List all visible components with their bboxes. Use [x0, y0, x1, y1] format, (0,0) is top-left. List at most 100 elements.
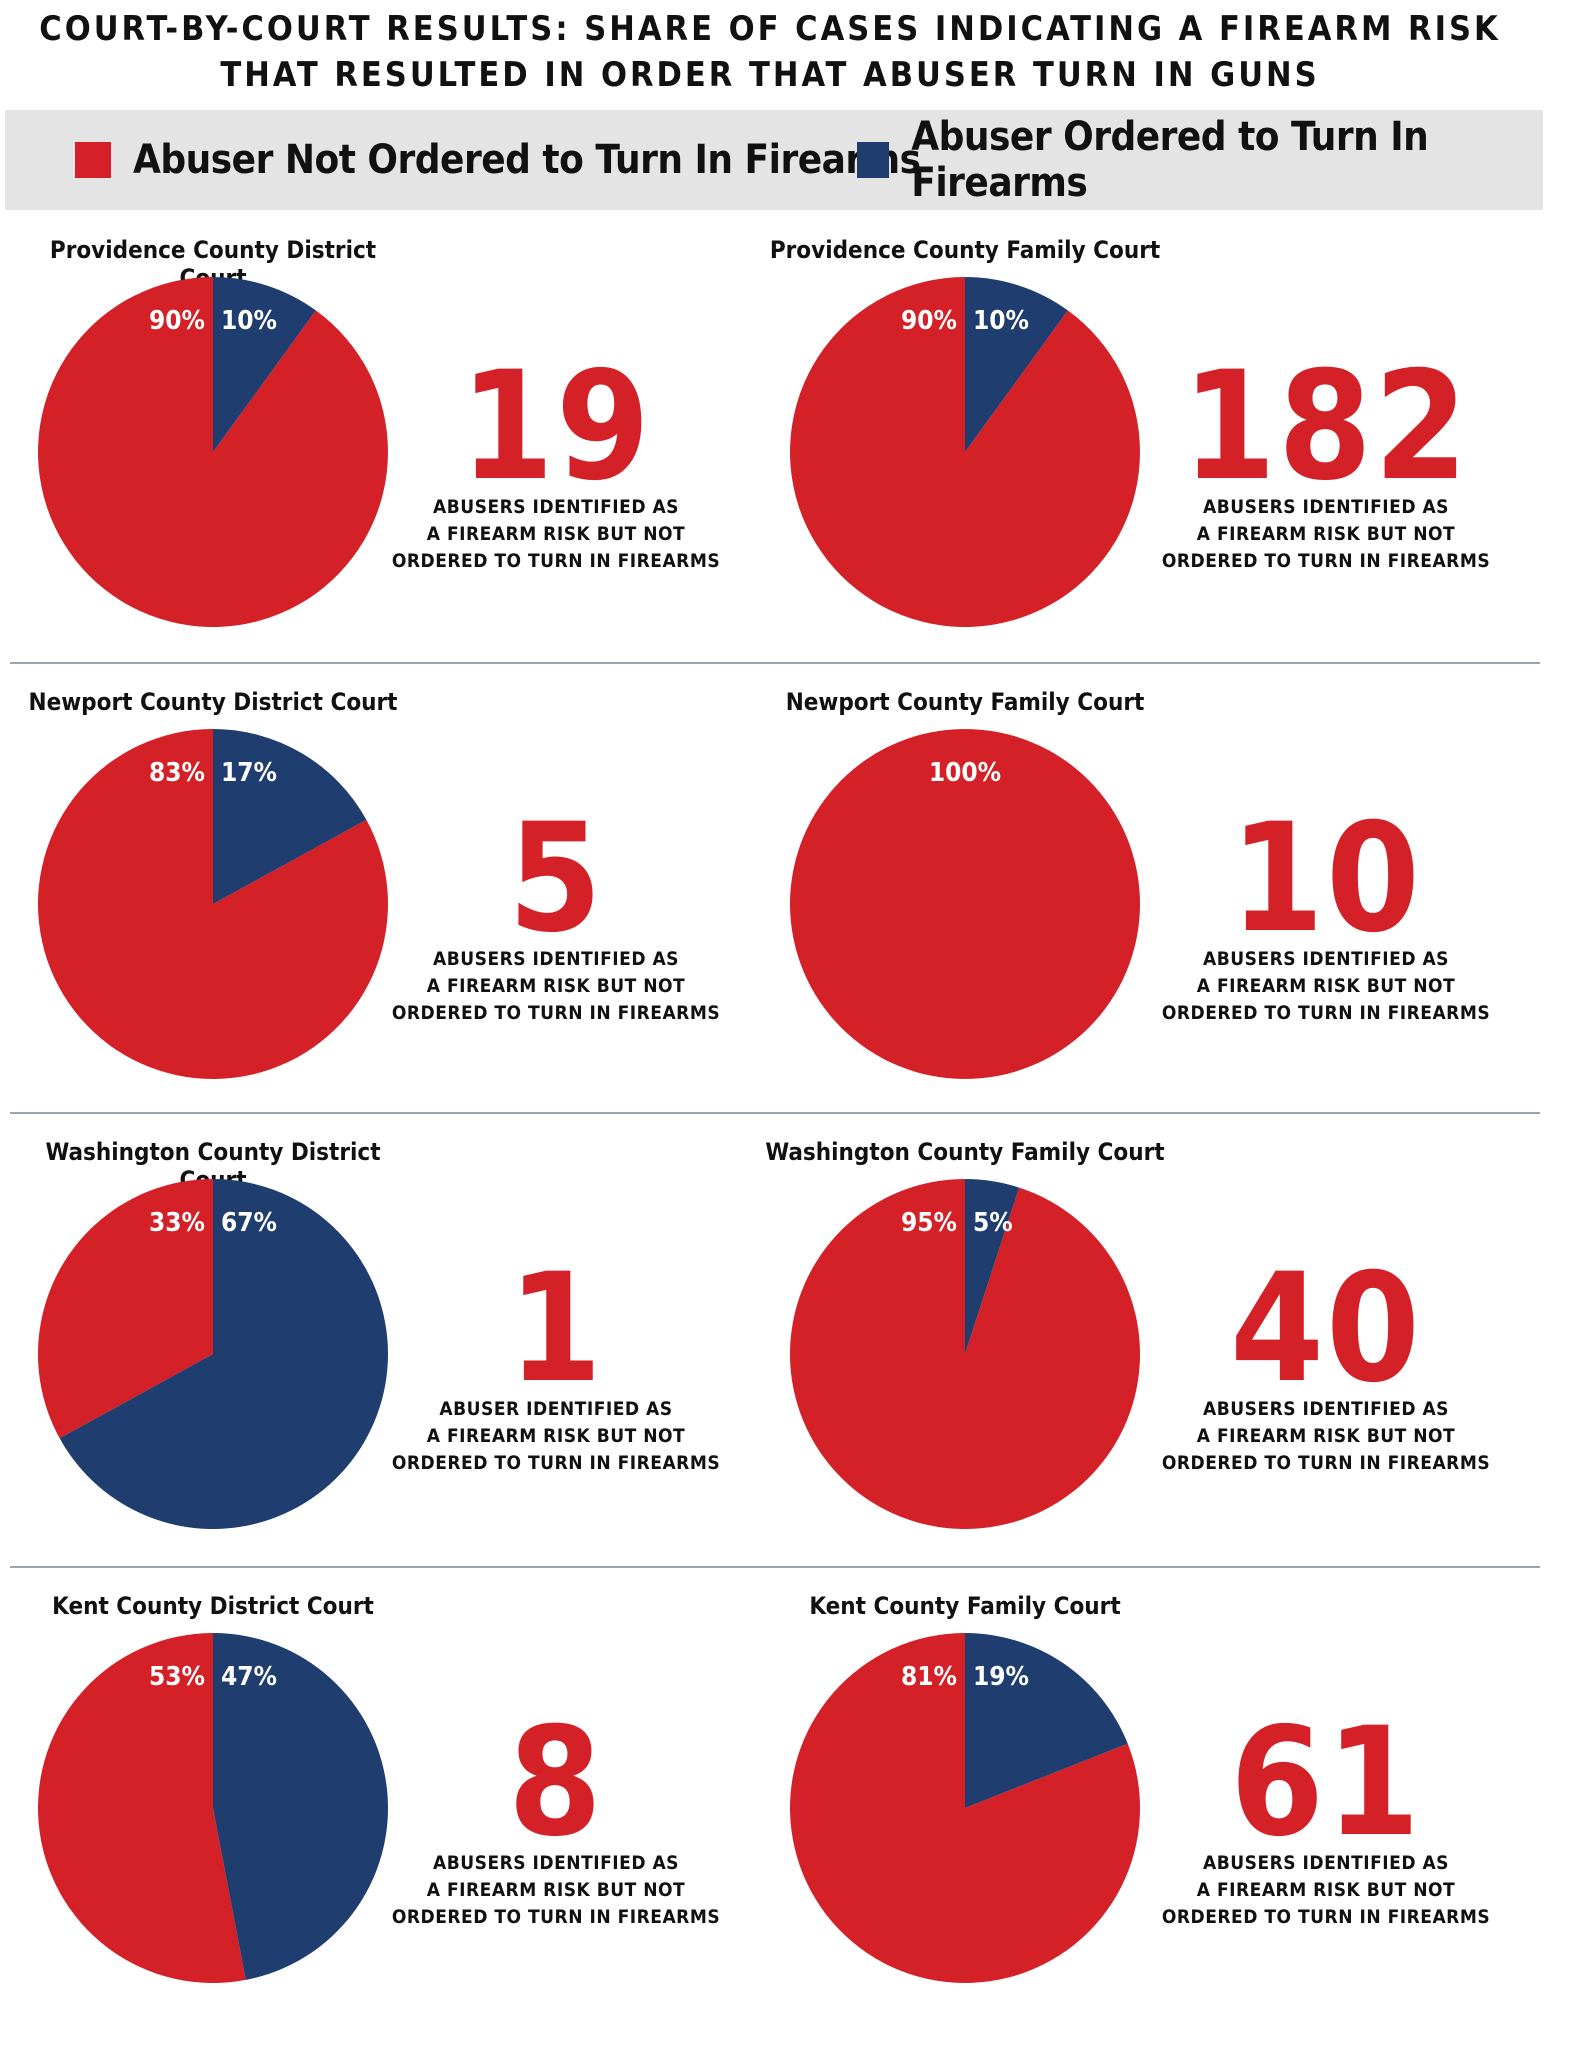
- pie-chart: 90% 10%: [38, 277, 389, 627]
- firearm-risk-count: 8: [508, 1696, 604, 1870]
- count-caption: ABUSERS IDENTIFIED AS A FIREARM RISK BUT …: [1156, 1850, 1496, 1931]
- count-caption-line: A FIREARM RISK BUT NOT: [1196, 1879, 1456, 1901]
- count-caption-line: ORDERED TO TURN IN FIREARMS: [391, 1452, 721, 1474]
- pie-label-not-ordered: 100%: [929, 758, 1001, 788]
- count-caption: ABUSERS IDENTIFIED AS A FIREARM RISK BUT …: [386, 946, 726, 1027]
- count-caption-line: A FIREARM RISK BUT NOT: [426, 975, 686, 997]
- count-caption-line: ABUSERS IDENTIFIED AS: [1203, 1852, 1449, 1874]
- count-caption-line: ORDERED TO TURN IN FIREARMS: [1161, 550, 1491, 572]
- count-caption-line: ABUSERS IDENTIFIED AS: [1203, 496, 1449, 518]
- firearm-risk-count: 40: [1230, 1242, 1422, 1416]
- pie-chart: 95% 5%: [790, 1179, 1140, 1529]
- count-caption-line: ABUSERS IDENTIFIED AS: [433, 496, 679, 518]
- pie-slice-ordered: [59, 1179, 389, 1529]
- firearm-risk-count: 19: [460, 340, 652, 514]
- pie-chart: 33% 67%: [38, 1179, 389, 1529]
- count-caption: ABUSERS IDENTIFIED AS A FIREARM RISK BUT …: [1156, 946, 1496, 1027]
- legend-item-ordered: Abuser Ordered to Turn In Firearms: [857, 110, 1543, 210]
- count-caption: ABUSERS IDENTIFIED AS A FIREARM RISK BUT …: [386, 1850, 726, 1931]
- court-panel-washington-county-district-court: Washington County District Court33%67%1A…: [0, 1114, 770, 1564]
- row-divider: [10, 662, 1540, 664]
- pie-label-not-ordered: 90%: [901, 306, 957, 336]
- count-caption: ABUSER IDENTIFIED AS A FIREARM RISK BUT N…: [386, 1396, 726, 1477]
- count-caption-line: ABUSERS IDENTIFIED AS: [1203, 1398, 1449, 1420]
- pie-chart: 53% 47%: [38, 1633, 389, 1983]
- legend-label-ordered: Abuser Ordered to Turn In Firearms: [911, 114, 1429, 206]
- count-caption-line: ABUSERS IDENTIFIED AS: [1203, 948, 1449, 970]
- count-caption-line: A FIREARM RISK BUT NOT: [426, 523, 686, 545]
- legend-item-not-ordered: Abuser Not Ordered to Turn In Firearms: [75, 110, 921, 210]
- firearm-risk-count: 10: [1230, 792, 1422, 966]
- chart-title-line-1: COURT-BY-COURT RESULTS: SHARE OF CASES I…: [39, 9, 1501, 49]
- firearm-risk-count: 61: [1230, 1696, 1422, 1870]
- court-name: Kent County Family Court: [809, 1592, 1121, 1620]
- chart-title-line-2: THAT RESULTED IN ORDER THAT ABUSER TURN …: [220, 55, 1320, 95]
- count-caption-line: A FIREARM RISK BUT NOT: [426, 1425, 686, 1447]
- count-caption-line: ABUSER IDENTIFIED AS: [439, 1398, 673, 1420]
- firearm-risk-count: 5: [508, 792, 604, 966]
- court-panel-newport-county-district-court: Newport County District Court 83% 17% 5 ABUS…: [0, 664, 770, 1114]
- pie-label-ordered: 10%: [221, 306, 277, 336]
- court-name: Kent County District Court: [52, 1592, 374, 1620]
- pie-slice-ordered: [965, 1179, 1020, 1354]
- court-panel-providence-county-district-court: Providence County District Court90%10%19…: [0, 212, 770, 662]
- count-caption: ABUSERS IDENTIFIED AS A FIREARM RISK BUT …: [1156, 1396, 1496, 1477]
- pie-label-not-ordered: 81%: [901, 1662, 957, 1692]
- court-panel-providence-county-family-court: Providence County Family Court 90% 10% 182 A…: [770, 212, 1540, 662]
- pie-label-ordered: 17%: [221, 758, 277, 788]
- count-caption-line: A FIREARM RISK BUT NOT: [1196, 523, 1456, 545]
- court-name: Newport County Family Court: [785, 688, 1145, 716]
- pie-chart: 90% 10%: [790, 277, 1140, 627]
- pie-label-ordered: 10%: [973, 306, 1029, 336]
- court-name: Washington County Family Court: [765, 1138, 1165, 1166]
- row-divider: [10, 1566, 1540, 1568]
- pie-slice-ordered: [965, 1633, 1128, 1808]
- count-caption-line: ORDERED TO TURN IN FIREARMS: [391, 1002, 721, 1024]
- count-caption: ABUSERS IDENTIFIED AS A FIREARM RISK BUT …: [1156, 494, 1496, 575]
- chart-title: COURT-BY-COURT RESULTS: SHARE OF CASES I…: [0, 6, 1540, 98]
- court-panel-kent-county-district-court: Kent County District Court 53% 47% 8 ABUSERS…: [0, 1568, 770, 2018]
- count-caption-line: ABUSERS IDENTIFIED AS: [433, 1852, 679, 1874]
- pie-slice-not-ordered: [38, 277, 389, 627]
- legend-label-not-ordered: Abuser Not Ordered to Turn In Firearms: [133, 137, 921, 183]
- firearm-risk-count: 182: [1182, 340, 1470, 514]
- count-caption-line: A FIREARM RISK BUT NOT: [426, 1879, 686, 1901]
- pie-label-not-ordered: 95%: [901, 1208, 957, 1238]
- legend-swatch-blue: [857, 142, 890, 178]
- pie-slice-not-ordered: [790, 729, 1140, 1079]
- count-caption-line: ABUSERS IDENTIFIED AS: [433, 948, 679, 970]
- pie-label-ordered: 67%: [221, 1208, 277, 1238]
- count-caption-line: ORDERED TO TURN IN FIREARMS: [391, 550, 721, 572]
- pie-chart: 81% 19%: [790, 1633, 1140, 1983]
- court-panel-washington-county-family-court: Washington County Family Court 95% 5% 40 ABU…: [765, 1114, 1540, 1564]
- pie-slice-not-ordered: [38, 1633, 246, 1983]
- count-caption-line: A FIREARM RISK BUT NOT: [1196, 1425, 1456, 1447]
- pie-label-ordered: 19%: [973, 1662, 1029, 1692]
- pie-label-not-ordered: 33%: [149, 1208, 205, 1238]
- count-caption-line: ORDERED TO TURN IN FIREARMS: [1161, 1906, 1491, 1928]
- pie-label-not-ordered: 83%: [149, 758, 205, 788]
- pie-chart: 100%: [790, 729, 1140, 1079]
- pie-label-not-ordered: 53%: [149, 1662, 205, 1692]
- count-caption-line: ORDERED TO TURN IN FIREARMS: [391, 1906, 721, 1928]
- pie-label-ordered: 5%: [973, 1208, 1013, 1238]
- pie-slice-ordered: [213, 1633, 389, 1980]
- pie-slice-ordered: [213, 277, 316, 452]
- court-panel-newport-county-family-court: Newport County Family Court 100% 10 ABUSERS…: [770, 664, 1540, 1114]
- firearm-risk-count: 1: [508, 1242, 604, 1416]
- pie-label-ordered: 47%: [221, 1662, 277, 1692]
- pie-slice-not-ordered: [38, 1179, 213, 1439]
- court-name: Newport County District Court: [28, 688, 398, 716]
- pie-slice-ordered: [965, 277, 1068, 452]
- row-divider: [10, 1112, 1540, 1114]
- count-caption: ABUSERS IDENTIFIED AS A FIREARM RISK BUT …: [386, 494, 726, 575]
- count-caption-line: ORDERED TO TURN IN FIREARMS: [1161, 1002, 1491, 1024]
- legend: Abuser Not Ordered to Turn In Firearms A…: [5, 110, 1543, 210]
- pie-label-not-ordered: 90%: [149, 306, 205, 336]
- count-caption-line: ORDERED TO TURN IN FIREARMS: [1161, 1452, 1491, 1474]
- legend-swatch-red: [75, 142, 111, 178]
- count-caption-line: A FIREARM RISK BUT NOT: [1196, 975, 1456, 997]
- court-name: Providence County Family Court: [769, 236, 1161, 264]
- pie-chart: 83% 17%: [37, 729, 389, 1079]
- pie-slice-ordered: [213, 729, 367, 904]
